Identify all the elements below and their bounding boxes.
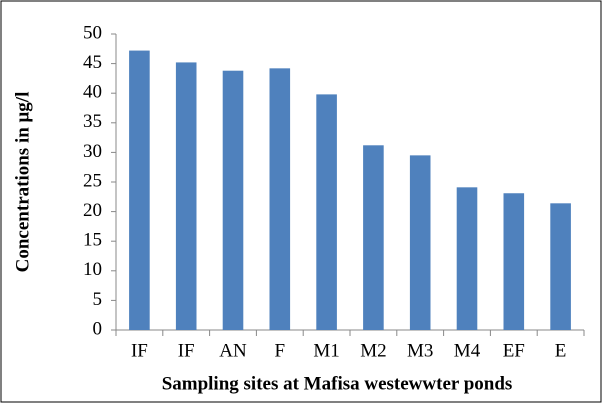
bar [222,70,244,330]
x-axis-title: Sampling sites at Mafisa westewwter pond… [162,373,513,394]
bar [175,62,197,330]
y-tick-label: 25 [83,170,102,191]
y-tick-label: 15 [83,230,102,251]
bar [316,94,337,330]
y-tick-label: 30 [83,141,102,162]
bar [363,145,384,330]
y-tick-label: 0 [93,318,103,339]
x-tick-label: EF [503,340,525,361]
x-tick-label: IF [178,340,195,361]
x-tick-label: M2 [360,340,386,361]
x-tick-label: E [555,340,567,361]
bar [269,68,291,330]
bar [456,187,478,330]
y-tick-label: 50 [83,22,102,43]
x-tick-label: IF [131,340,148,361]
x-tick-label: AN [219,340,247,361]
y-tick-label: 45 [83,52,102,73]
x-tick-label: M1 [313,340,339,361]
bar [550,203,571,330]
y-tick-label: 10 [83,259,102,280]
bar [409,155,431,330]
y-tick-label: 20 [83,200,102,221]
bar [129,50,150,331]
y-axis-title: Concentrations in μg/l [12,92,33,273]
y-tick-label: 35 [83,111,102,132]
y-tick-label: 5 [93,289,103,310]
x-tick-label: F [275,340,286,361]
x-tick-label: M3 [407,340,433,361]
x-tick-label: M4 [454,340,481,361]
bar [503,193,525,330]
y-tick-label: 40 [83,82,102,103]
